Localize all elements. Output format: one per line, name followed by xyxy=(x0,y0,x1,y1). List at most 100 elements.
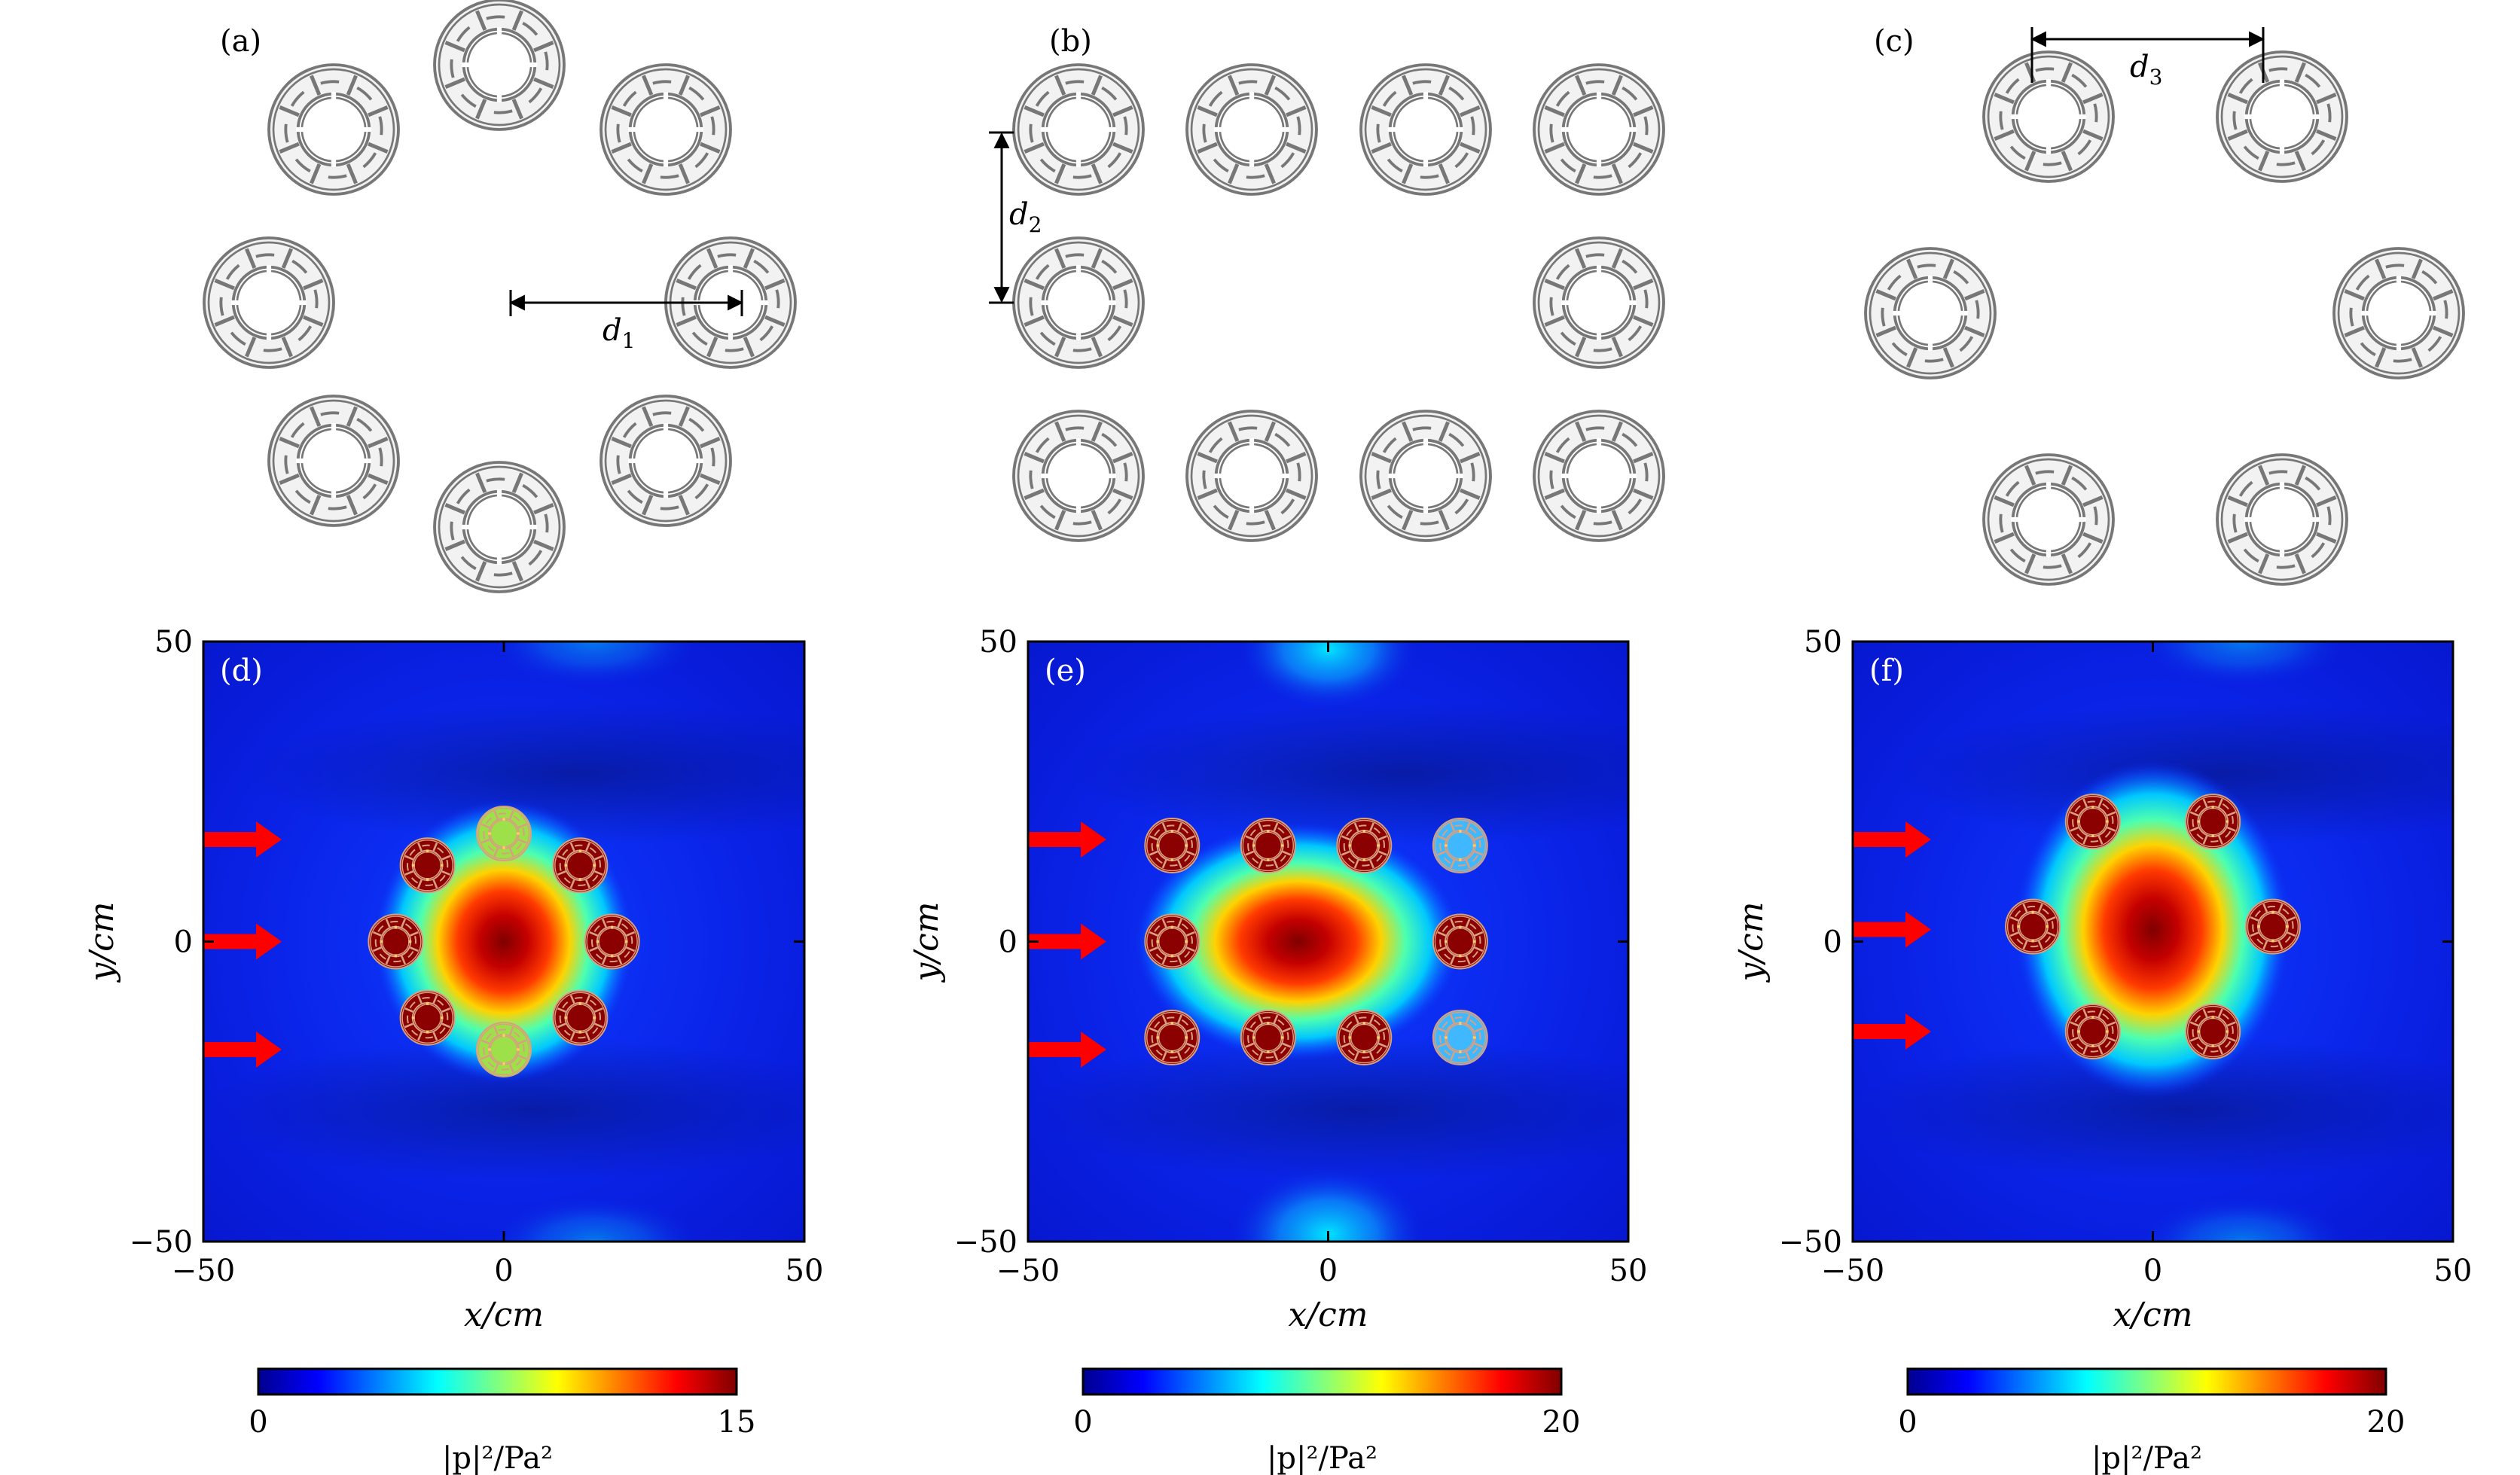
colorbar-tick-label: 0 xyxy=(1898,1405,1917,1440)
resonator-c-5 xyxy=(1982,453,2115,586)
incident-wave-arrow-1 xyxy=(203,821,282,858)
colorbar-label: |p|²/Pa² xyxy=(442,1441,553,1475)
dimension-label-d2: d2 xyxy=(1009,197,1042,237)
y-tick-label: 50 xyxy=(154,625,193,660)
colorbar-tick-label: 20 xyxy=(1542,1405,1581,1440)
field-resonator-2 xyxy=(552,837,609,894)
incident-wave-arrow-2 xyxy=(203,923,282,960)
colorbar-tick-label: 15 xyxy=(718,1405,756,1440)
resonator-b-1 xyxy=(1012,63,1145,196)
incident-wave-arrow-3 xyxy=(203,1031,282,1068)
resonator-c-6 xyxy=(1864,247,1997,379)
incident-wave-arrow-2 xyxy=(1853,911,1931,948)
x-tick-label: 50 xyxy=(786,1254,824,1288)
field-resonator-7 xyxy=(1144,1010,1201,1066)
x-tick-label: 0 xyxy=(2143,1254,2162,1288)
incident-wave-arrow-1 xyxy=(1028,821,1106,858)
y-tick-label: −50 xyxy=(1779,1225,1842,1260)
resonator-c-4 xyxy=(2216,453,2348,586)
field-resonator-6 xyxy=(399,989,456,1046)
x-tick-label: 0 xyxy=(1319,1254,1338,1288)
x-tick-label: 0 xyxy=(494,1254,513,1288)
resonator-b-6 xyxy=(1533,236,1665,369)
resonator-c-3 xyxy=(2332,247,2465,379)
field-resonator-3 xyxy=(2244,898,2301,955)
panel-label-c: (c) xyxy=(1874,24,1914,59)
field-resonator-4 xyxy=(2185,1004,2241,1060)
panel-label-b: (b) xyxy=(1049,24,1092,59)
colorbar-tick-label: 0 xyxy=(249,1405,267,1440)
field-resonator-3 xyxy=(584,913,640,970)
panel-label: (f) xyxy=(1869,654,1904,688)
colorbar-label: |p|²/Pa² xyxy=(1267,1441,1377,1475)
x-axis-label: x/cm xyxy=(2113,1296,2192,1334)
field-resonator-4 xyxy=(1432,817,1488,873)
y-tick-label: −50 xyxy=(130,1225,193,1260)
colorbar-tick-label: 20 xyxy=(2367,1405,2406,1440)
field-glow-top xyxy=(488,642,700,687)
heatmap-panel-d: (d) −50 0 50 −50 0 50 x/cm y/cm 0 15 |p|²/Pa² xyxy=(83,625,824,1475)
diagram-b: (b) d2 xyxy=(989,24,1665,542)
field-resonator-1 xyxy=(476,806,532,862)
resonator-c-2 xyxy=(2216,50,2348,183)
resonator-b-9 xyxy=(1359,410,1492,542)
field-glow-top xyxy=(1237,642,1419,709)
colorbar xyxy=(1906,1367,2387,1396)
colorbar xyxy=(257,1367,738,1396)
resonator-a-6 xyxy=(267,395,400,527)
dimension-label-d1: d1 xyxy=(603,313,635,353)
resonator-b-5 xyxy=(1012,236,1145,369)
field-glow-bottom xyxy=(1230,1166,1426,1242)
resonator-c-1 xyxy=(1982,50,2115,183)
field-glow-bottom xyxy=(2137,1196,2349,1242)
resonator-b-4 xyxy=(1533,63,1665,196)
field-resonator-1 xyxy=(2064,794,2121,850)
resonator-b-8 xyxy=(1185,410,1318,542)
resonator-a-2 xyxy=(599,63,732,196)
heatmap-field xyxy=(1853,642,2453,1242)
heatmap-field xyxy=(1028,642,1628,1242)
field-resonator-5 xyxy=(1144,913,1201,970)
field-resonator-5 xyxy=(2064,1004,2121,1060)
diagram-a: (a) d1 xyxy=(203,0,797,593)
incident-wave-arrow-1 xyxy=(1853,821,1931,858)
field-glow-bottom xyxy=(488,1196,700,1242)
colorbar-label: |p|²/Pa² xyxy=(2091,1441,2202,1475)
heatmap-panel-f: (f) −50 0 50 −50 0 50 x/cm y/cm 0 20 |p|²/Pa² xyxy=(1732,625,2473,1475)
incident-wave-arrow-2 xyxy=(1028,923,1106,960)
x-tick-label: 50 xyxy=(2434,1254,2473,1288)
x-tick-label: −50 xyxy=(996,1254,1060,1288)
resonator-b-2 xyxy=(1185,63,1318,196)
resonator-a-7 xyxy=(203,236,335,369)
x-tick-label: −50 xyxy=(172,1254,235,1288)
field-resonator-6 xyxy=(2005,898,2061,955)
resonator-b-3 xyxy=(1359,63,1492,196)
resonator-a-1 xyxy=(433,0,566,131)
field-resonator-10 xyxy=(1432,1010,1488,1066)
panel-label: (d) xyxy=(220,654,263,688)
y-tick-label: 50 xyxy=(1804,625,1842,660)
y-tick-label: −50 xyxy=(954,1225,1017,1260)
y-tick-label: 0 xyxy=(174,925,193,960)
field-resonator-8 xyxy=(399,837,456,894)
y-tick-label: 0 xyxy=(1823,925,1842,960)
dimension-label-d3: d3 xyxy=(2130,50,2162,90)
field-resonator-2 xyxy=(2185,794,2241,850)
diagram-c: (c) d3 xyxy=(1864,24,2465,586)
field-resonator-1 xyxy=(1144,817,1201,873)
resonator-a-5 xyxy=(433,461,566,593)
field-resonator-4 xyxy=(552,989,609,1046)
resonator-b-7 xyxy=(1012,410,1145,542)
heatmap-field xyxy=(203,642,804,1242)
x-axis-label: x/cm xyxy=(1288,1296,1368,1334)
x-tick-label: −50 xyxy=(1821,1254,1884,1288)
panel-label-a: (a) xyxy=(220,24,261,59)
resonator-b-10 xyxy=(1533,410,1665,542)
field-resonator-6 xyxy=(1432,913,1488,970)
heatmap-panel-e: (e) −50 0 50 −50 0 50 x/cm y/cm 0 20 |p|²/Pa² xyxy=(908,625,1647,1475)
field-resonator-5 xyxy=(476,1021,532,1077)
y-tick-label: 0 xyxy=(999,925,1017,960)
resonator-a-4 xyxy=(599,395,732,527)
y-axis-label: y/cm xyxy=(908,901,946,983)
